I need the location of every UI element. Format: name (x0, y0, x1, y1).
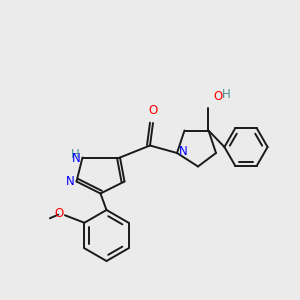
Text: H: H (222, 88, 231, 100)
Text: O: O (213, 91, 222, 103)
Text: N: N (72, 152, 81, 166)
Text: O: O (54, 207, 63, 220)
Text: H: H (70, 148, 80, 161)
Text: N: N (66, 175, 75, 188)
Text: N: N (178, 145, 187, 158)
Text: O: O (148, 104, 158, 117)
